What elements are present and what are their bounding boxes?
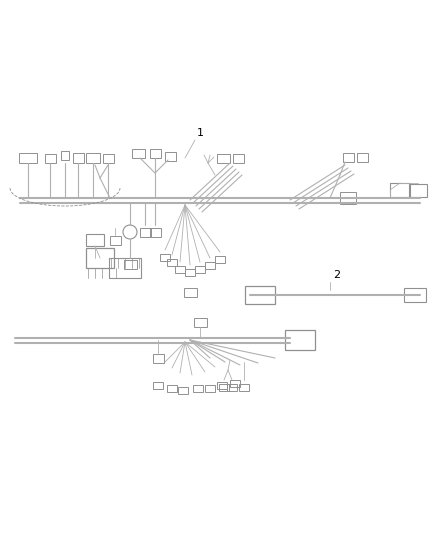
Text: 2: 2 — [333, 270, 340, 280]
Bar — [61, 150, 69, 159]
Bar — [404, 288, 426, 302]
Bar — [86, 248, 114, 268]
Bar — [357, 152, 367, 161]
Bar — [19, 153, 37, 163]
Bar — [227, 384, 237, 391]
Bar — [390, 183, 410, 197]
Bar — [239, 384, 249, 391]
Bar — [245, 286, 275, 304]
Bar — [153, 382, 163, 389]
Bar — [215, 255, 225, 262]
Bar — [167, 384, 177, 392]
Bar — [205, 384, 215, 392]
Bar — [184, 287, 197, 296]
Bar — [409, 183, 427, 197]
Bar — [185, 269, 195, 276]
Bar — [195, 265, 205, 272]
Bar — [73, 153, 84, 163]
Bar — [160, 254, 170, 261]
Bar — [152, 353, 163, 362]
Bar — [178, 386, 188, 393]
Bar — [193, 384, 203, 392]
Bar — [194, 318, 206, 327]
Bar — [285, 330, 315, 350]
Bar — [165, 151, 176, 160]
Bar — [167, 259, 177, 265]
Bar — [205, 262, 215, 269]
Bar — [230, 379, 240, 386]
Bar — [102, 154, 113, 163]
Bar — [343, 152, 353, 161]
Bar — [86, 153, 100, 163]
Bar — [139, 228, 151, 237]
Bar — [124, 260, 137, 269]
Bar — [340, 192, 356, 204]
Bar — [149, 228, 160, 237]
Bar — [216, 154, 230, 163]
Bar — [175, 265, 185, 272]
Bar — [217, 382, 227, 389]
Bar — [131, 149, 145, 157]
Bar — [149, 149, 160, 157]
Bar — [219, 384, 229, 391]
Bar — [110, 236, 120, 245]
Bar — [45, 154, 56, 163]
Bar — [86, 234, 104, 246]
Text: 1: 1 — [197, 128, 204, 138]
Bar — [233, 154, 244, 163]
Bar — [109, 258, 141, 278]
